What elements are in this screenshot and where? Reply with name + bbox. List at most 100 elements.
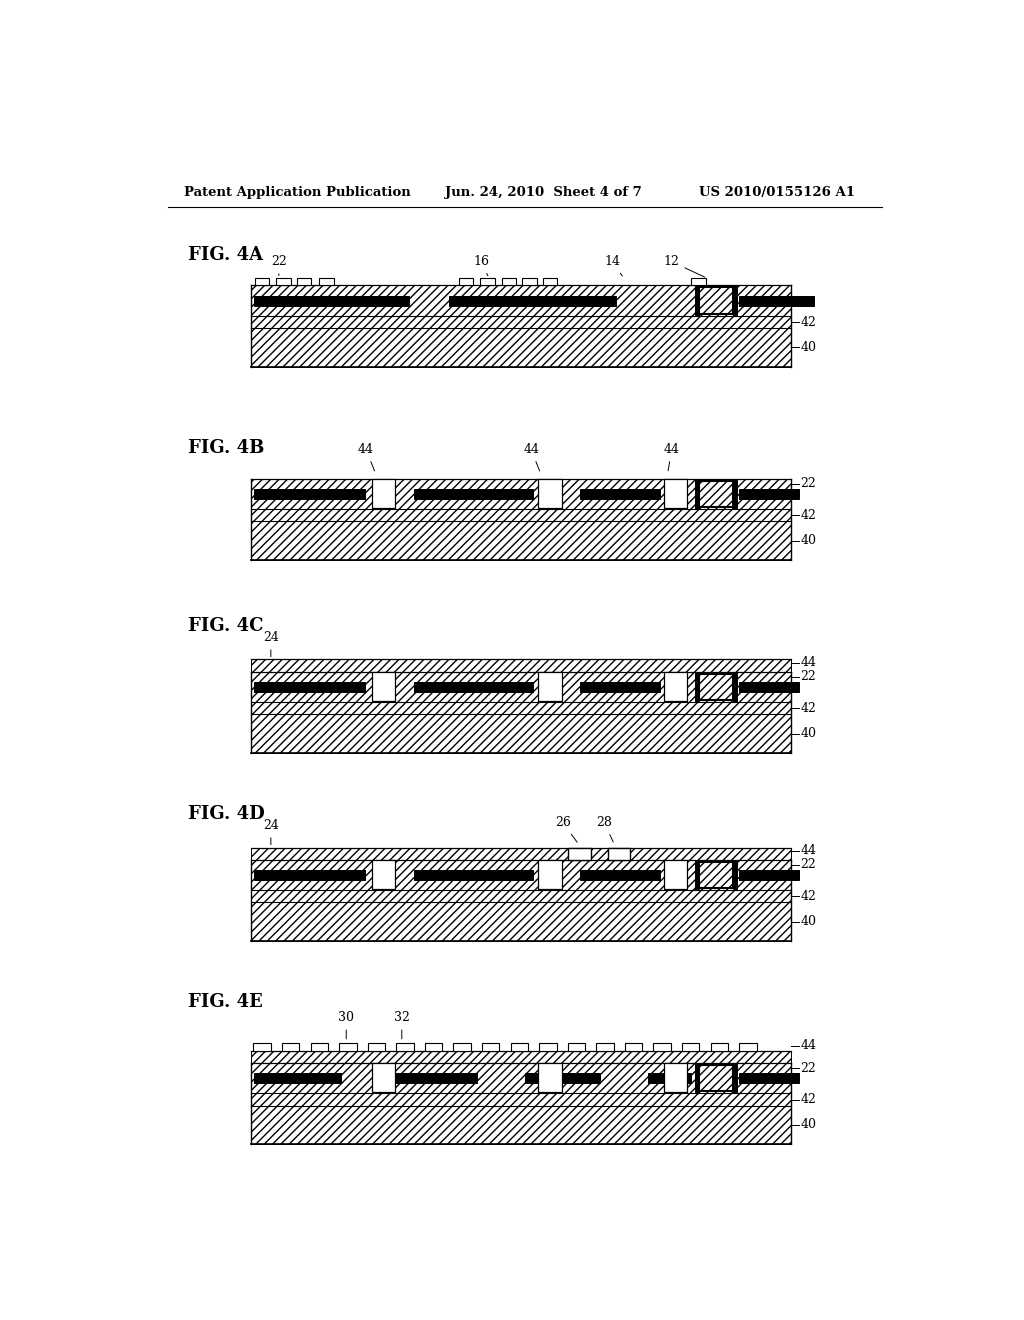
Bar (251, 479, 791, 510)
Bar (699, 480, 733, 507)
Bar (539, 1063, 562, 1093)
Text: 42: 42 (800, 508, 816, 521)
Bar (608, 847, 631, 859)
Bar (255, 279, 269, 285)
Bar (414, 682, 532, 692)
Bar (733, 286, 736, 315)
Bar (396, 1043, 414, 1051)
Bar (664, 1063, 687, 1093)
Bar (581, 488, 659, 499)
Bar (543, 279, 557, 285)
Bar (282, 1043, 299, 1051)
Bar (699, 288, 733, 314)
Bar (739, 296, 814, 306)
Bar (568, 847, 591, 859)
Bar (695, 861, 699, 890)
Bar (297, 279, 311, 285)
Text: 12: 12 (664, 255, 705, 277)
Bar (372, 1063, 395, 1093)
Bar (276, 279, 291, 285)
Text: FIG. 4A: FIG. 4A (187, 246, 262, 264)
Bar (251, 315, 791, 329)
Bar (682, 1043, 699, 1051)
Bar (480, 279, 495, 285)
Bar (372, 859, 395, 890)
Text: FIG. 4D: FIG. 4D (187, 805, 264, 824)
Bar (251, 660, 791, 672)
Bar (522, 279, 537, 285)
Bar (482, 1043, 500, 1051)
Bar (251, 1063, 791, 1093)
Bar (254, 870, 366, 880)
Bar (699, 862, 733, 888)
Bar (459, 279, 473, 285)
Bar (524, 1073, 600, 1084)
Bar (699, 1065, 733, 1092)
Bar (739, 682, 799, 692)
Bar (254, 682, 366, 692)
Bar (251, 329, 791, 367)
Bar (581, 682, 659, 692)
Bar (253, 1043, 270, 1051)
Bar (695, 1064, 699, 1093)
Bar (390, 1073, 477, 1084)
Text: 22: 22 (800, 858, 816, 871)
Text: FIG. 4C: FIG. 4C (187, 616, 263, 635)
Text: Jun. 24, 2010  Sheet 4 of 7: Jun. 24, 2010 Sheet 4 of 7 (445, 186, 642, 199)
Bar (567, 1043, 585, 1051)
Text: 44: 44 (800, 656, 816, 669)
Text: 24: 24 (263, 631, 279, 657)
Bar (664, 672, 687, 701)
Bar (251, 702, 791, 714)
Text: FIG. 4E: FIG. 4E (187, 993, 262, 1011)
Text: 22: 22 (800, 1061, 816, 1074)
Bar (695, 673, 699, 701)
Bar (368, 1043, 385, 1051)
Bar (251, 521, 791, 560)
Text: 44: 44 (800, 1039, 816, 1052)
Text: 24: 24 (263, 820, 279, 845)
Bar (539, 1043, 557, 1051)
Text: 26: 26 (555, 816, 578, 842)
Bar (254, 488, 366, 499)
Bar (251, 847, 791, 859)
Bar (653, 1043, 671, 1051)
Bar (699, 673, 733, 700)
Bar (251, 714, 791, 752)
Text: 40: 40 (800, 535, 816, 546)
Bar (425, 1043, 442, 1051)
Bar (733, 861, 736, 890)
Bar (251, 1051, 791, 1063)
Text: 14: 14 (604, 255, 623, 276)
Bar (251, 1106, 791, 1144)
Text: 44: 44 (664, 444, 680, 471)
Bar (310, 1043, 328, 1051)
Text: 40: 40 (800, 915, 816, 928)
Text: 16: 16 (473, 255, 489, 276)
Bar (739, 870, 799, 880)
Bar (733, 479, 736, 508)
Bar (254, 1073, 341, 1084)
Bar (251, 285, 791, 315)
Bar (733, 1064, 736, 1093)
Bar (596, 1043, 613, 1051)
Text: 42: 42 (800, 315, 816, 329)
Bar (691, 279, 706, 285)
Bar (648, 1073, 691, 1084)
Text: 44: 44 (523, 444, 540, 471)
Bar (251, 1093, 791, 1106)
Bar (739, 1073, 799, 1084)
Bar (625, 1043, 642, 1051)
Bar (695, 479, 699, 508)
Text: 40: 40 (800, 727, 816, 741)
Bar (251, 859, 791, 890)
Text: US 2010/0155126 A1: US 2010/0155126 A1 (699, 186, 855, 199)
Text: 42: 42 (800, 1093, 816, 1106)
Bar (733, 673, 736, 701)
Text: 22: 22 (800, 671, 816, 684)
Text: 44: 44 (358, 444, 375, 471)
Bar (711, 1043, 728, 1051)
Text: 28: 28 (596, 816, 613, 842)
Bar (339, 1043, 356, 1051)
Text: 40: 40 (800, 341, 816, 354)
